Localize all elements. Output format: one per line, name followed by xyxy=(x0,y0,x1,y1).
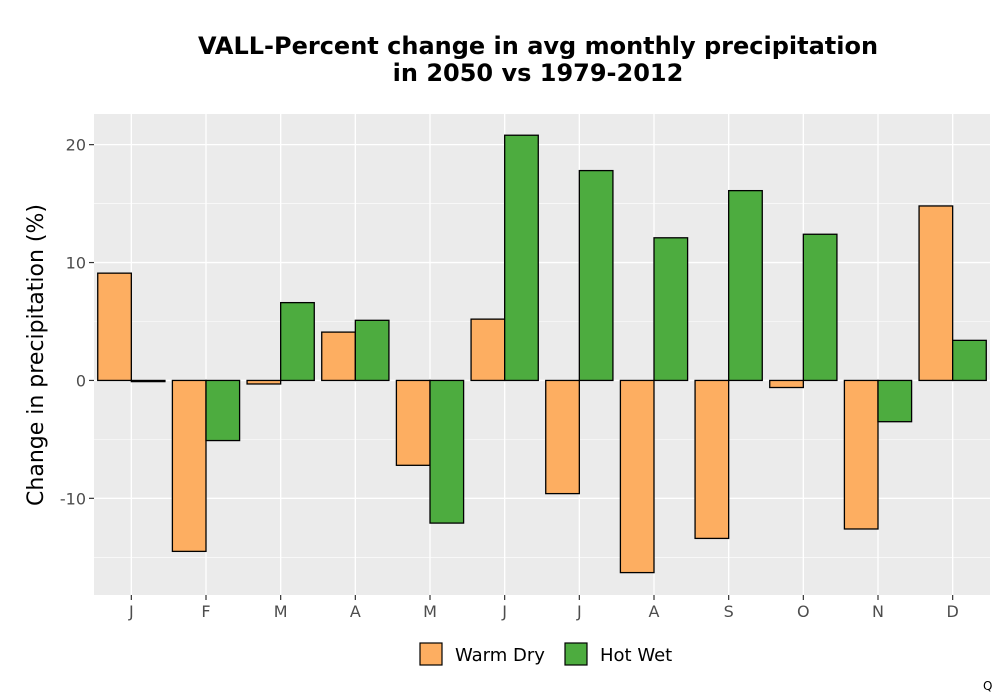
x-tick-label: J xyxy=(128,602,134,621)
bar-hot-wet-6 xyxy=(578,169,614,382)
legend-swatch-warm-dry xyxy=(419,642,443,666)
x-tick-label: O xyxy=(797,602,810,621)
bar-warm-dry-10 xyxy=(843,379,879,530)
bar-hot-wet-10 xyxy=(877,379,913,423)
bar-hot-wet-2 xyxy=(280,301,315,382)
x-tick-label: A xyxy=(350,602,361,621)
chart-title-line-1: VALL-Percent change in avg monthly preci… xyxy=(198,32,878,60)
bar-hot-wet-8 xyxy=(728,189,763,382)
bar-hot-wet-11 xyxy=(952,339,987,382)
bar-warm-dry-1 xyxy=(171,379,207,553)
x-tick-label: J xyxy=(576,602,582,621)
x-tick-label: N xyxy=(872,602,884,621)
bar-hot-wet-4 xyxy=(429,379,465,524)
y-tick-label: 10 xyxy=(66,254,86,273)
bar-hot-wet-9 xyxy=(802,233,838,382)
bar-warm-dry-4 xyxy=(395,379,431,466)
legend-label-hot-wet: Hot Wet xyxy=(600,645,672,666)
y-tick-label: 20 xyxy=(66,136,86,155)
x-tick-label: F xyxy=(201,602,210,621)
legend-label-warm-dry: Warm Dry xyxy=(455,645,545,666)
bar-hot-wet-7 xyxy=(653,237,689,382)
x-tick-label: M xyxy=(274,602,288,621)
bar-warm-dry-3 xyxy=(321,331,356,382)
x-tick-label: J xyxy=(501,602,507,621)
bar-warm-dry-0 xyxy=(97,272,132,382)
bar-hot-wet-3 xyxy=(354,319,390,382)
bar-warm-dry-6 xyxy=(545,379,580,495)
x-tick-label: A xyxy=(649,602,660,621)
y-axis-title: Change in precipitation (%) xyxy=(24,204,49,506)
axis-ticks: -10 0 10 20 J F M A M J J A S O N D xyxy=(60,136,959,621)
y-tick-label: -10 xyxy=(60,489,86,508)
plot-panel xyxy=(94,114,990,595)
x-tick-label: D xyxy=(947,602,959,621)
bar-warm-dry-2 xyxy=(246,379,282,385)
chart-title: VALL-Percent change in avg monthly preci… xyxy=(198,32,878,87)
x-tick-label: S xyxy=(724,602,734,621)
chart-title-line-2: in 2050 vs 1979-2012 xyxy=(393,59,684,87)
x-tick-label: M xyxy=(423,602,437,621)
y-tick-label: 0 xyxy=(76,371,86,390)
bar-warm-dry-9 xyxy=(769,379,804,389)
bars xyxy=(97,134,987,574)
legend-swatch-hot-wet xyxy=(564,642,588,666)
bar-warm-dry-7 xyxy=(619,379,655,574)
legend: Warm Dry Hot Wet xyxy=(419,642,672,666)
bar-hot-wet-5 xyxy=(504,134,539,382)
bar-warm-dry-11 xyxy=(918,205,954,382)
bar-warm-dry-5 xyxy=(470,318,506,382)
bar-hot-wet-1 xyxy=(205,379,241,442)
bar-hot-wet-0 xyxy=(130,379,166,383)
bar-warm-dry-8 xyxy=(694,379,730,540)
corner-mark: Q xyxy=(983,679,992,693)
